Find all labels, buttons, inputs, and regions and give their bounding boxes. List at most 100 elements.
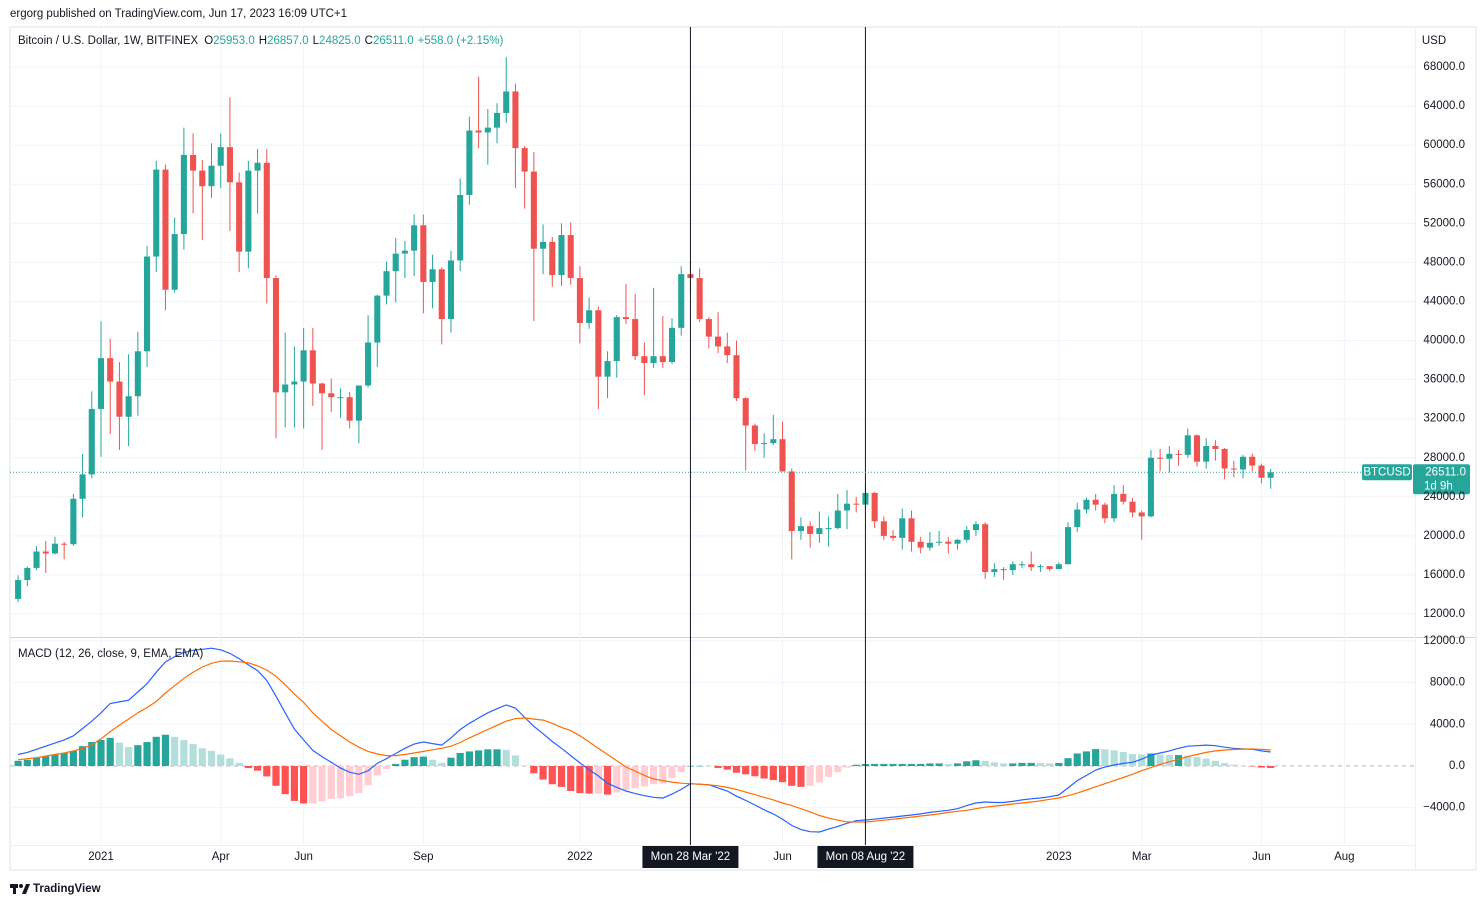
candle-body: [438, 269, 445, 320]
candle-body: [217, 147, 224, 166]
candle-body: [15, 580, 22, 599]
histogram-bar: [613, 765, 621, 793]
histogram-bar: [1009, 763, 1017, 766]
histogram-bar: [705, 765, 713, 767]
histogram-bar: [990, 762, 998, 766]
candle-body: [254, 162, 261, 171]
histogram-bar: [1147, 753, 1155, 766]
y-tick-label: 44000.0: [1423, 296, 1465, 308]
candle-body: [79, 474, 86, 499]
histogram-bar: [1101, 749, 1109, 766]
histogram-bar: [972, 760, 980, 766]
candle-body: [1230, 468, 1237, 470]
histogram-bar: [981, 760, 989, 766]
candle-body: [659, 356, 666, 363]
symbol-tag: [1362, 464, 1412, 481]
candle-body: [282, 384, 289, 393]
x-tick-label: Sep: [413, 851, 433, 863]
histogram-bar: [778, 765, 787, 783]
histogram-bar: [263, 765, 271, 777]
y-tick-label: 0.0: [1449, 760, 1465, 772]
histogram-bar: [32, 757, 41, 766]
candle-body: [328, 393, 335, 398]
candle-body: [549, 241, 556, 276]
logo-part: [22, 884, 30, 894]
candle-body: [1239, 456, 1247, 470]
candle-body: [309, 350, 316, 384]
candle-body: [668, 327, 676, 363]
crosshair-label-box: [817, 846, 914, 868]
candle-body: [153, 169, 160, 257]
legend-item: C: [365, 35, 373, 47]
candle-body: [567, 235, 574, 279]
y-tick-label: 64000.0: [1423, 100, 1465, 112]
histogram-bar: [824, 765, 833, 777]
candle-body: [429, 269, 436, 282]
histogram-bar: [714, 765, 722, 769]
histogram-bar: [198, 748, 206, 766]
histogram-bar: [926, 763, 934, 766]
candle-body: [1221, 448, 1228, 469]
candle-body: [991, 569, 998, 573]
candle-body: [475, 130, 482, 133]
candle-body: [162, 169, 169, 290]
candle-body: [1267, 472, 1274, 478]
macd-legend: MACD (12, 26, close, 9, EMA, EMA): [18, 648, 204, 660]
histogram-bar: [1092, 749, 1100, 766]
histogram-bar: [318, 765, 326, 802]
candle-body: [816, 528, 823, 534]
histogram-bar: [1211, 760, 1219, 766]
crosshair-label: Mon 28 Mar '22: [651, 851, 731, 863]
candle-body: [236, 182, 243, 252]
histogram-bar: [23, 759, 31, 766]
histogram-bar: [557, 765, 566, 787]
histogram-bar: [640, 765, 648, 787]
histogram-bar: [392, 763, 400, 766]
histogram-bar: [935, 763, 943, 766]
histogram-bar: [125, 747, 133, 766]
candle-body: [503, 91, 510, 113]
candle-body: [963, 530, 970, 540]
y-tick-label: 52000.0: [1423, 217, 1465, 229]
y-tick-label: 8000.0: [1430, 677, 1465, 689]
crosshair-label: Mon 08 Aug '22: [826, 851, 906, 863]
candle-body: [125, 396, 132, 417]
candle-body: [1193, 435, 1201, 462]
candle-body: [586, 310, 593, 323]
candle-body: [761, 443, 768, 445]
candle-body: [1009, 564, 1016, 571]
candle-body: [972, 524, 979, 531]
candle-body: [834, 510, 841, 529]
x-tick-label: Aug: [1334, 851, 1354, 863]
histogram-bar: [1257, 765, 1266, 768]
candle-body: [576, 278, 583, 323]
histogram-bar: [576, 765, 584, 794]
y-tick-label: 68000.0: [1423, 61, 1465, 73]
legend-item: +558.0 (+2.15%): [418, 35, 504, 47]
histogram-bar: [484, 749, 492, 766]
histogram-bar: [235, 762, 243, 766]
price-tag: [1413, 464, 1470, 495]
candle-body: [540, 241, 547, 249]
candle-body: [88, 408, 95, 475]
histogram-bar: [78, 746, 87, 766]
histogram-bar: [106, 737, 114, 766]
histogram-bar: [217, 754, 225, 766]
candle-body: [1129, 501, 1136, 513]
candle-body: [724, 346, 731, 356]
y-tick-label: 36000.0: [1423, 374, 1465, 386]
candle-body: [788, 471, 795, 532]
y-tick-label: 40000.0: [1423, 335, 1465, 347]
symbol-legend: Bitcoin / U.S. Dollar, 1W, BITFINEX O2595…: [18, 35, 503, 47]
candle-body: [493, 112, 501, 128]
histogram-bar: [567, 765, 575, 792]
histogram-bar: [51, 754, 59, 766]
histogram-bar: [1073, 753, 1081, 766]
candle-body: [484, 127, 491, 133]
legend-item: 25953.0: [213, 35, 255, 47]
histogram-bar: [944, 763, 952, 766]
histogram-bar: [428, 759, 437, 766]
histogram-bar: [530, 765, 538, 774]
candle-body: [641, 356, 648, 364]
histogram-bar: [290, 765, 298, 801]
